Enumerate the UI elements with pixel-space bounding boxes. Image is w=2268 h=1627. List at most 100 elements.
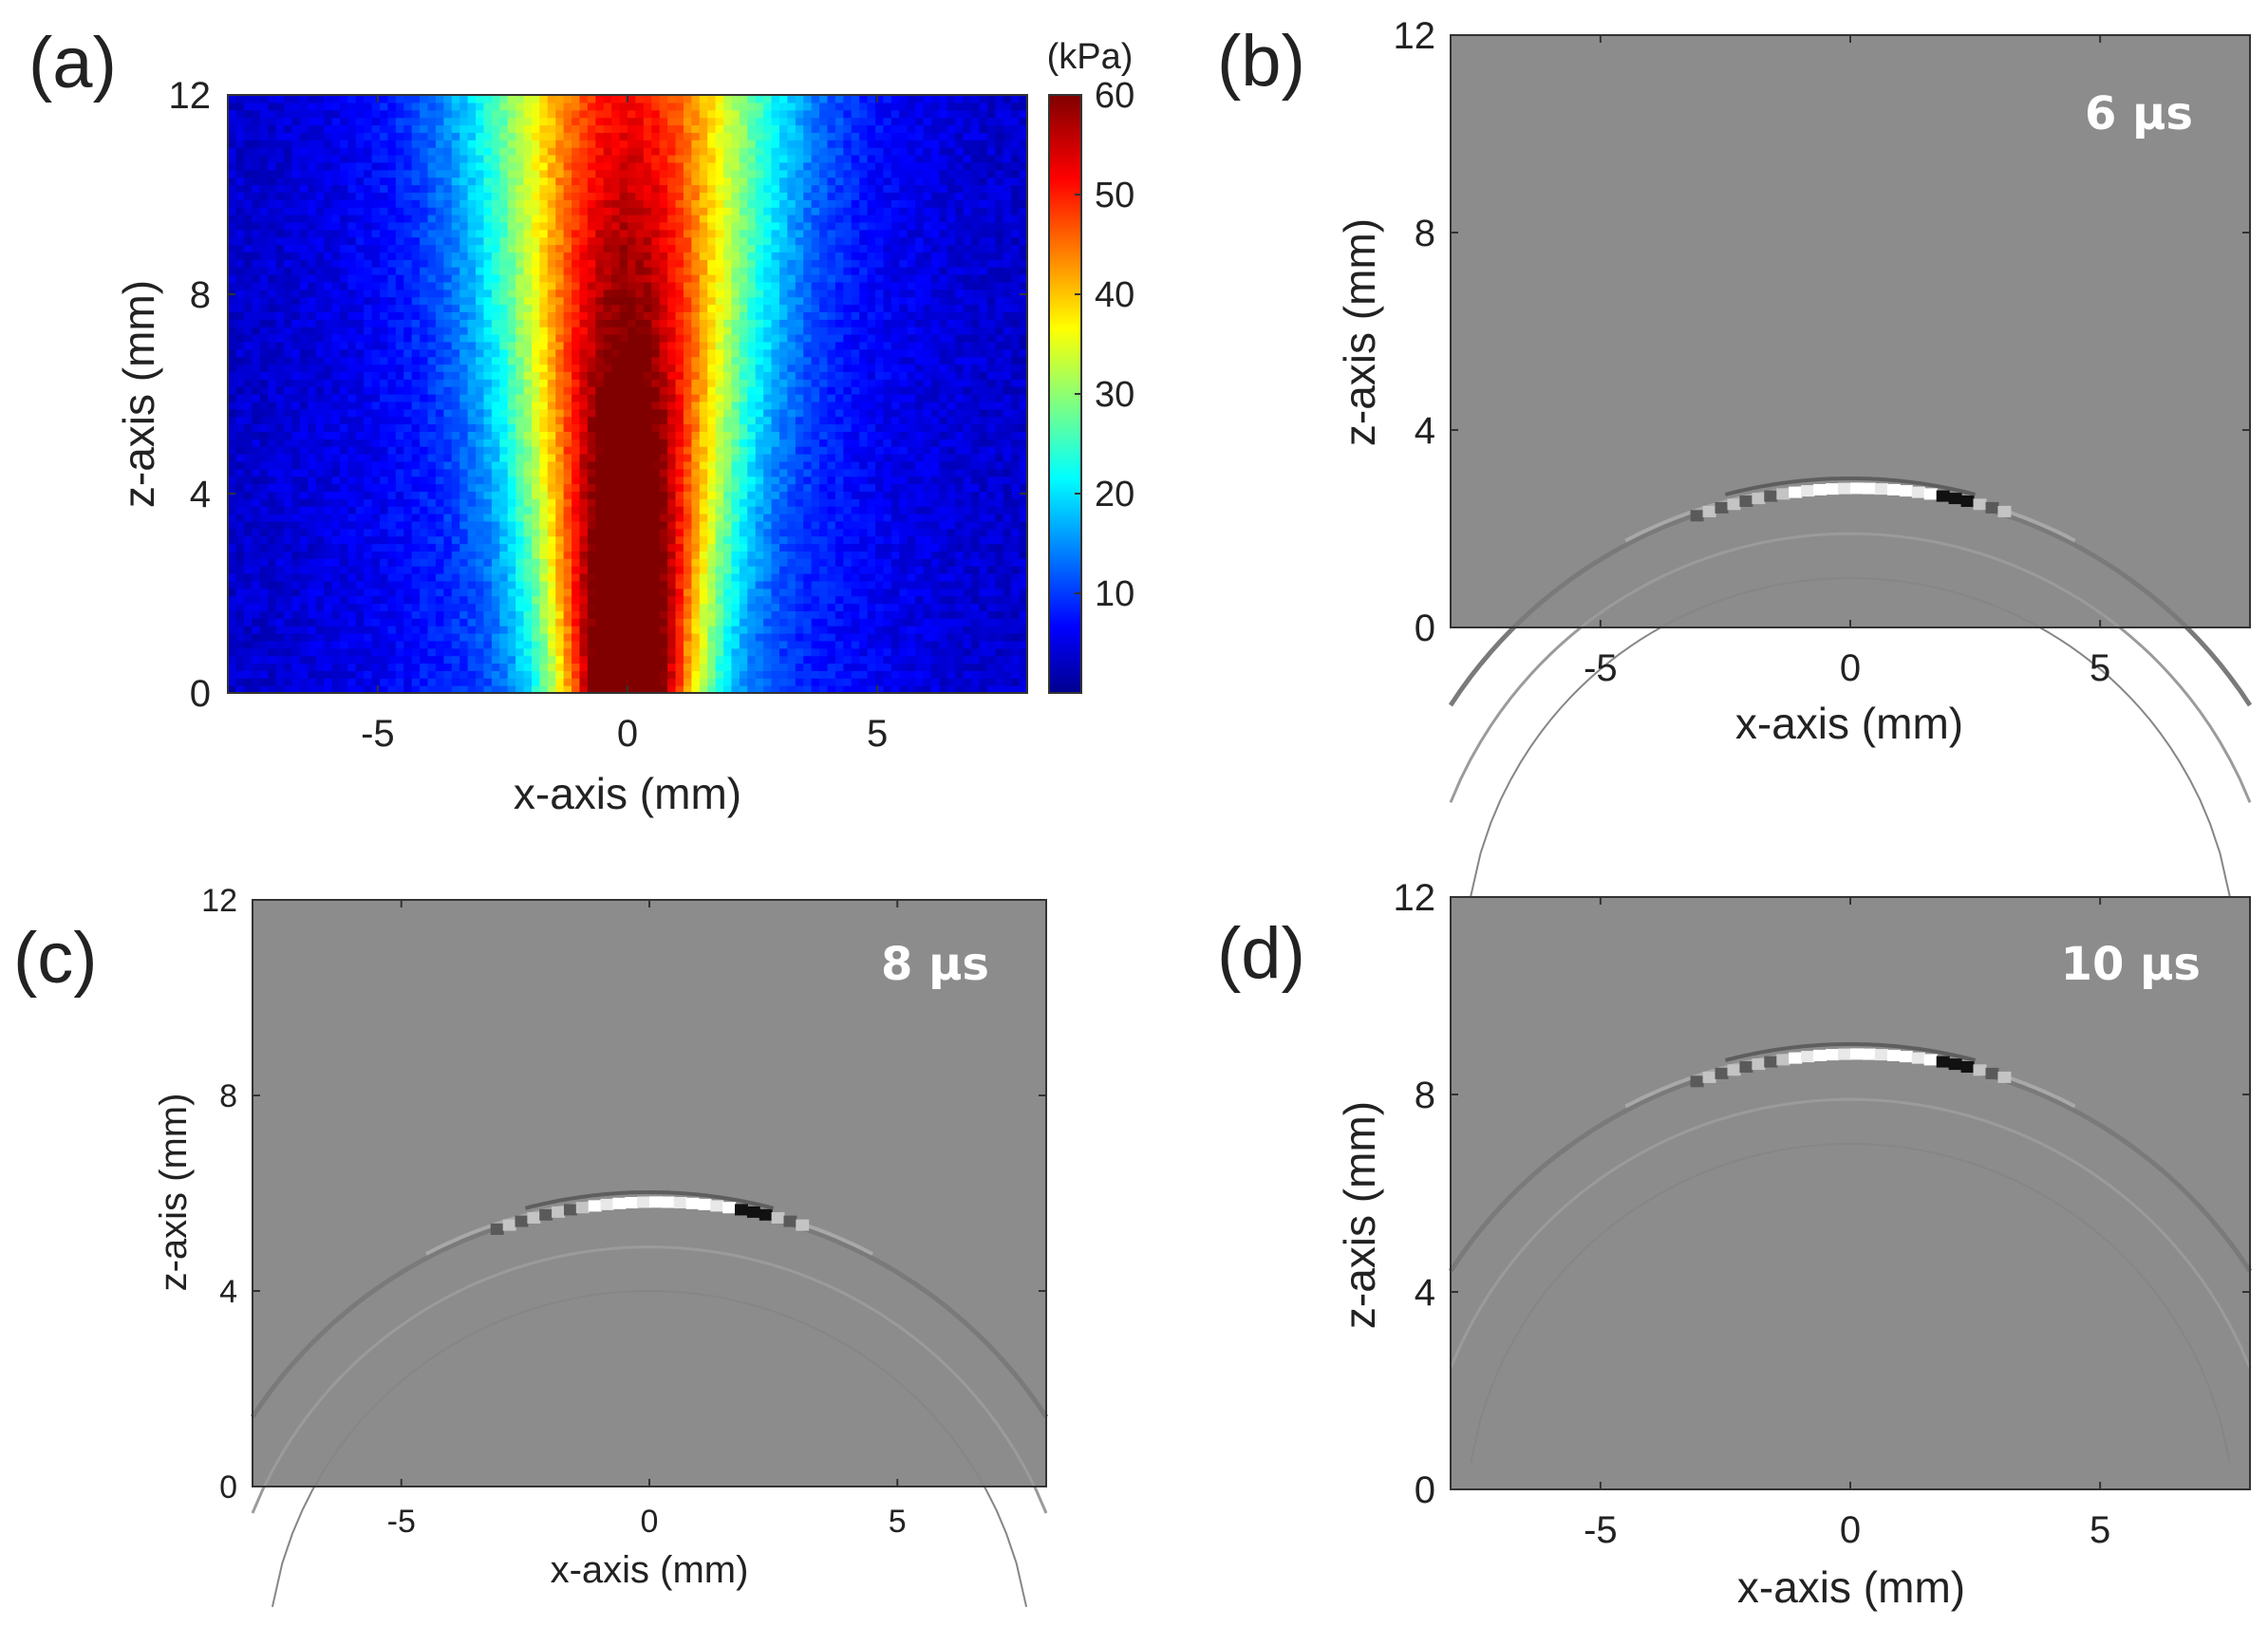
- heatmap-cell: [699, 528, 708, 537]
- heatmap-cell: [659, 655, 668, 664]
- heatmap-cell: [491, 595, 500, 605]
- heatmap-cell: [324, 491, 333, 499]
- heatmap-cell: [572, 640, 581, 649]
- heatmap-cell: [587, 551, 596, 559]
- heatmap-cell: [883, 483, 892, 492]
- heatmap-cell: [995, 595, 1004, 605]
- heatmap-cell: [420, 528, 429, 537]
- heatmap-cell: [819, 640, 829, 649]
- heatmap-cell: [507, 566, 516, 574]
- heatmap-cell: [563, 595, 572, 605]
- heatmap-cell: [572, 468, 581, 477]
- heatmap-cell: [803, 655, 813, 664]
- heatmap-cell: [979, 334, 988, 343]
- heatmap-cell: [659, 498, 668, 507]
- heatmap-cell: [476, 364, 485, 372]
- heatmap-cell: [595, 558, 605, 567]
- heatmap-cell: [531, 364, 540, 372]
- heatmap-cell: [979, 640, 988, 649]
- heatmap-cell: [755, 498, 764, 507]
- heatmap-cell: [499, 528, 509, 537]
- heatmap-cell: [803, 603, 813, 611]
- heatmap-cell: [539, 356, 549, 365]
- heatmap-cell: [659, 454, 668, 462]
- heatmap-cell: [890, 655, 900, 664]
- heatmap-cell: [755, 394, 764, 402]
- heatmap-cell: [268, 595, 277, 605]
- heatmap-cell: [715, 348, 724, 358]
- heatmap-cell: [491, 626, 500, 634]
- heatmap-cell: [308, 543, 317, 552]
- heatmap-cell: [707, 341, 717, 350]
- heatmap-cell: [739, 431, 748, 439]
- heatmap-cell: [923, 663, 932, 671]
- heatmap-cell: [420, 520, 429, 530]
- heatmap-cell: [778, 655, 788, 664]
- heatmap-cell: [235, 401, 245, 410]
- heatmap-cell: [1019, 520, 1028, 530]
- heatmap-cell: [275, 543, 285, 552]
- heatmap-cell: [667, 483, 677, 492]
- heatmap-cell: [635, 603, 645, 611]
- heatmap-cell: [899, 603, 909, 611]
- heatmap-cell: [859, 670, 869, 679]
- heatmap-cell: [867, 371, 876, 380]
- heatmap-cell: [379, 610, 388, 619]
- heatmap-cell: [283, 595, 292, 605]
- heatmap-cell: [963, 356, 972, 365]
- heatmap-cell: [611, 408, 621, 418]
- heatmap-cell: [843, 446, 853, 455]
- heatmap-cell: [859, 558, 869, 567]
- heatmap-cell: [955, 595, 965, 605]
- heatmap-cell: [771, 633, 780, 642]
- heatmap-cell: [283, 580, 292, 589]
- heatmap-cell: [523, 595, 533, 605]
- heatmap-cell: [778, 401, 788, 410]
- heatmap-cell: [595, 371, 605, 380]
- heatmap-cell: [995, 423, 1004, 432]
- heatmap-cell: [395, 379, 404, 387]
- heatmap-cell: [371, 655, 381, 664]
- heatmap-cell: [476, 670, 485, 679]
- heatmap-cell: [675, 678, 684, 686]
- heatmap-cell: [867, 626, 876, 634]
- heatmap-cell: [555, 610, 565, 619]
- heatmap-cell: [867, 655, 876, 664]
- heatmap-cell: [843, 431, 853, 439]
- heatmap-cell: [427, 573, 437, 582]
- heatmap-cell: [778, 685, 788, 694]
- heatmap-cell: [275, 371, 285, 380]
- heatmap-cell: [523, 379, 533, 387]
- heatmap-cell: [324, 364, 333, 372]
- heatmap-cell: [275, 379, 285, 387]
- heatmap-cell: [531, 640, 540, 649]
- heatmap-cell: [603, 618, 612, 626]
- heatmap-cell: [339, 551, 348, 559]
- heatmap-cell: [731, 685, 740, 694]
- heatmap-cell: [268, 327, 277, 335]
- heatmap-cell: [1003, 341, 1012, 350]
- heatmap-cell: [731, 498, 740, 507]
- heatmap-cell: [834, 655, 844, 664]
- heatmap-cell: [899, 334, 909, 343]
- heatmap-cell: [427, 348, 437, 358]
- heatmap-cell: [947, 356, 956, 365]
- heatmap-cell: [819, 670, 829, 679]
- heatmap-cell: [771, 439, 780, 447]
- heatmap-cell: [467, 446, 477, 455]
- heatmap-cell: [364, 558, 373, 567]
- heatmap-cell: [427, 506, 437, 514]
- heatmap-cell: [451, 408, 460, 418]
- heatmap-cell: [755, 626, 764, 634]
- heatmap-cell: [699, 431, 708, 439]
- heatmap-cell: [619, 319, 628, 327]
- heatmap-cell: [667, 520, 677, 530]
- heatmap-cell: [228, 603, 237, 611]
- heatmap-cell: [587, 655, 596, 664]
- heatmap-cell: [930, 446, 940, 455]
- heatmap-cell: [899, 319, 909, 327]
- heatmap-cell: [308, 319, 317, 327]
- heatmap-cell: [443, 685, 453, 694]
- heatmap-cell: [539, 379, 549, 387]
- heatmap-cell: [331, 416, 341, 425]
